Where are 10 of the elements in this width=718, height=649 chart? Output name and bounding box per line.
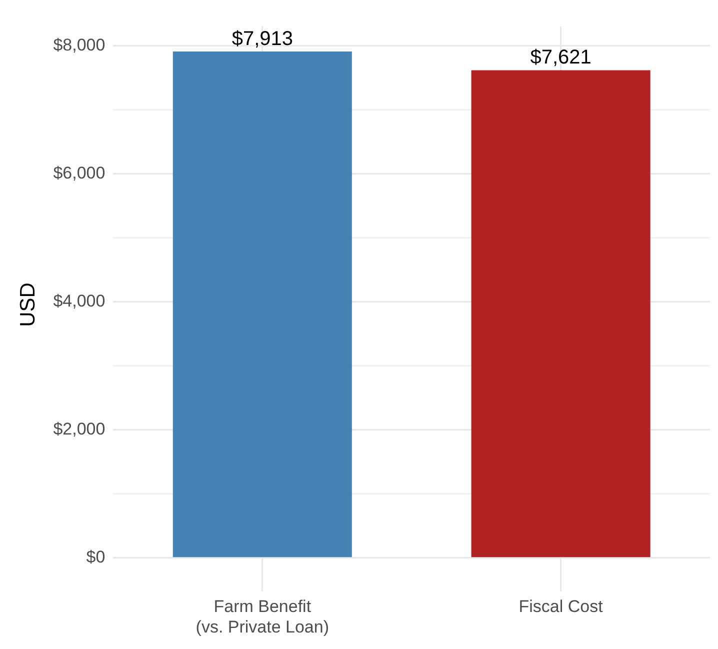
x-tick-label: Farm Benefit (vs. Private Loan) (196, 597, 330, 636)
y-tick-label: $4,000 (53, 292, 106, 311)
y-axis-title: USD (16, 282, 40, 327)
y-tick-label: $6,000 (53, 164, 106, 183)
data-label: $7,913 (232, 28, 293, 50)
x-tick-label: Fiscal Cost (518, 597, 604, 616)
y-tick-label: $0 (86, 548, 106, 567)
y-tick-label: $8,000 (53, 36, 106, 55)
y-tick-label: $2,000 (53, 420, 106, 439)
data-label: $7,621 (530, 46, 592, 69)
